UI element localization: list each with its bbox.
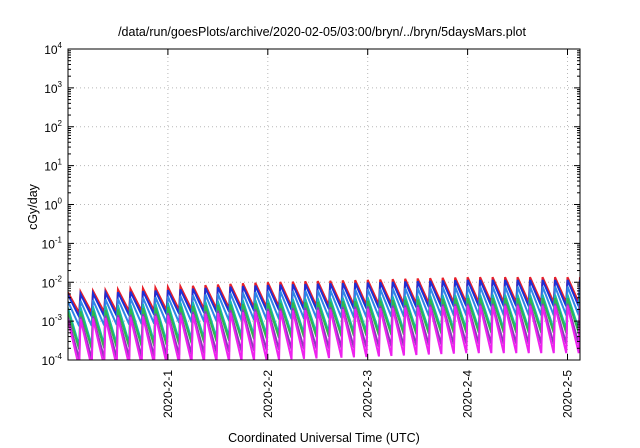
x-tick-label: 2020-2-3: [361, 370, 375, 418]
x-tick-label: 2020-2-4: [461, 370, 475, 418]
y-tick-label: 10-3: [42, 313, 63, 329]
y-tick-label: 102: [44, 119, 62, 135]
y-tick-label: 100: [44, 197, 62, 213]
y-tick-label: 10-1: [42, 235, 63, 251]
x-tick-label: 2020-2-5: [561, 370, 575, 418]
axis-ticks: [68, 48, 580, 361]
series-group: [68, 276, 580, 360]
x-axis-label: Coordinated Universal Time (UTC): [228, 431, 420, 445]
x-tick-label: 2020-2-2: [261, 370, 275, 418]
y-tick-label: 10-4: [42, 352, 63, 368]
x-tick-labels: 2020-2-1 2020-2-2 2020-2-3 2020-2-4 2020-2-5: [161, 370, 575, 418]
y-tick-labels: 10-4 10-3 10-2 10-1 100 101 102 103 104: [42, 41, 63, 368]
y-tick-label: 10-2: [42, 274, 63, 290]
y-tick-label: 104: [44, 41, 62, 57]
series-line-7: [68, 305, 580, 360]
y-tick-label: 103: [44, 80, 62, 96]
chart-title: /data/run/goesPlots/archive/2020-02-05/0…: [118, 25, 526, 39]
y-tick-label: 101: [44, 158, 62, 174]
y-axis-label: cGy/day: [26, 183, 40, 230]
x-tick-label: 2020-2-1: [161, 370, 175, 418]
